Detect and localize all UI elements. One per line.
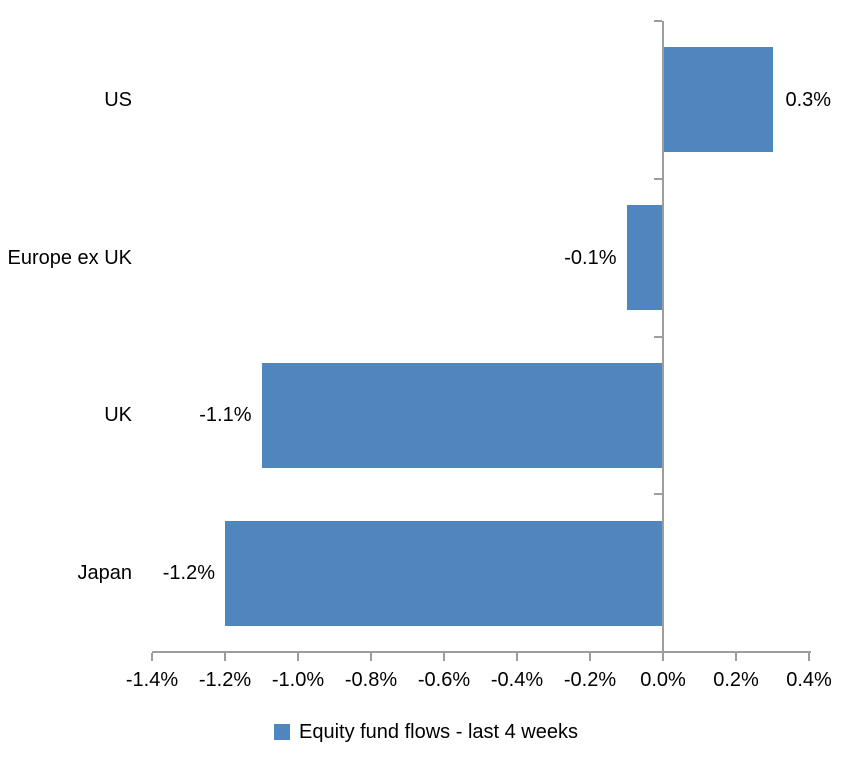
x-axis-tick-label: -0.6% <box>417 669 471 691</box>
bar-value-label: 0.3% <box>785 88 832 111</box>
x-axis-tick-label: -1.0% <box>271 669 325 691</box>
x-axis-tick <box>224 653 226 661</box>
y-axis-tick <box>654 651 662 653</box>
x-axis-tick-label: -0.4% <box>490 669 544 691</box>
x-axis-tick <box>370 653 372 661</box>
y-axis-line <box>662 21 664 661</box>
category-label: Japan <box>77 562 133 585</box>
x-axis-tick-label: 0.0% <box>640 669 686 691</box>
x-axis-tick <box>808 653 810 661</box>
category-label: Europe ex UK <box>7 246 132 269</box>
bar <box>261 362 663 468</box>
x-axis-tick-label: -0.2% <box>563 669 617 691</box>
x-axis-tick-label: 0.4% <box>786 669 832 691</box>
x-axis-tick <box>516 653 518 661</box>
y-axis-tick <box>654 20 662 22</box>
bar-value-label: -1.2% <box>162 562 215 585</box>
x-axis-tick-label: -1.2% <box>198 669 252 691</box>
legend: Equity fund flows - last 4 weeks <box>0 720 852 744</box>
x-axis-tick <box>735 653 737 661</box>
x-axis-line <box>152 651 811 653</box>
y-axis-tick <box>654 177 662 180</box>
y-axis-tick <box>654 493 662 496</box>
bar-value-label: -0.1% <box>564 246 617 269</box>
bar-value-label: -1.1% <box>199 404 252 427</box>
x-axis-tick <box>151 653 153 661</box>
bar <box>663 47 773 153</box>
x-axis-tick <box>589 653 591 661</box>
legend-label: Equity fund flows - last 4 weeks <box>298 721 578 743</box>
legend-swatch-icon <box>273 724 290 740</box>
x-axis-tick-label: 0.2% <box>713 669 759 691</box>
y-axis-tick <box>654 335 662 338</box>
bar <box>225 520 663 626</box>
category-label: UK <box>104 404 132 427</box>
x-axis-tick-label: -0.8% <box>344 669 398 691</box>
x-axis-tick <box>297 653 299 661</box>
x-axis-tick-label: -1.4% <box>125 669 179 691</box>
category-label: US <box>104 88 132 111</box>
x-axis-tick <box>443 653 445 661</box>
bar <box>626 205 663 311</box>
